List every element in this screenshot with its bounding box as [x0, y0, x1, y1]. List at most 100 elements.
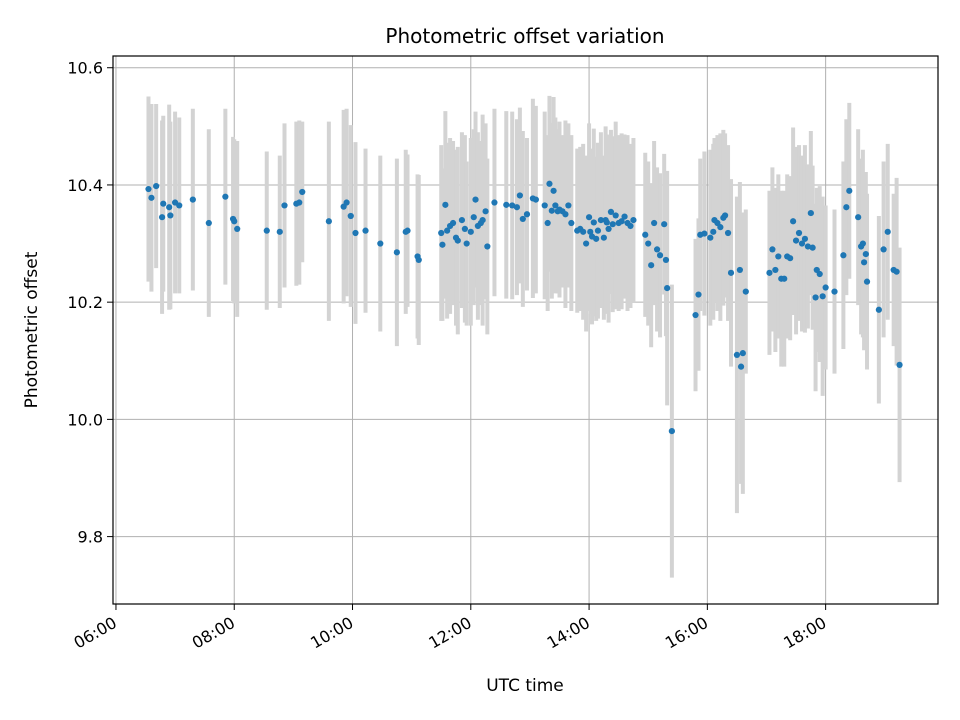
- data-point: [594, 227, 602, 234]
- data-point: [580, 228, 587, 235]
- data-point: [721, 212, 729, 219]
- data-point: [739, 350, 746, 357]
- data-point: [597, 217, 605, 224]
- data-point: [600, 234, 607, 241]
- data-point: [296, 199, 303, 206]
- data-point: [541, 202, 548, 209]
- data-point: [166, 204, 173, 211]
- data-point: [325, 218, 332, 225]
- data-point: [790, 218, 797, 225]
- data-point: [607, 208, 615, 216]
- data-point: [565, 202, 572, 209]
- data-point: [662, 256, 670, 264]
- data-point: [642, 231, 649, 238]
- data-point: [276, 228, 283, 235]
- data-point: [148, 194, 155, 201]
- data-point: [653, 246, 661, 253]
- data-point: [404, 227, 411, 234]
- data-point: [343, 199, 350, 206]
- data-point: [377, 240, 384, 247]
- data-point: [630, 217, 637, 224]
- data-point: [766, 269, 773, 276]
- data-point: [859, 240, 866, 247]
- data-point: [651, 219, 658, 227]
- data-point: [710, 228, 717, 235]
- y-tick-label: 10.4: [67, 176, 103, 195]
- data-point: [444, 227, 451, 234]
- y-tick-label: 10.2: [67, 293, 103, 312]
- data-point: [645, 240, 652, 247]
- y-tick-label: 9.8: [78, 528, 103, 547]
- data-point: [862, 251, 869, 258]
- data-point: [775, 253, 782, 260]
- data-point: [781, 275, 788, 282]
- data-point: [772, 266, 779, 274]
- data-point: [840, 252, 847, 259]
- data-point: [801, 235, 809, 242]
- data-point: [656, 252, 664, 259]
- data-point: [415, 256, 422, 264]
- data-point: [189, 196, 196, 203]
- data-point: [727, 269, 735, 276]
- data-point: [875, 306, 882, 313]
- data-point: [532, 196, 539, 203]
- data-point: [812, 294, 819, 301]
- data-point: [546, 180, 553, 187]
- plot-frame: [112, 55, 939, 605]
- data-point: [523, 211, 531, 218]
- data-point: [618, 218, 625, 225]
- data-point: [145, 185, 152, 193]
- data-point: [648, 262, 655, 269]
- data-point: [822, 284, 829, 291]
- x-axis-title: UTC time: [486, 676, 564, 696]
- data-point: [568, 219, 575, 227]
- data-point: [807, 209, 814, 217]
- data-point: [491, 199, 498, 206]
- data-point: [519, 215, 526, 223]
- data-point: [692, 311, 699, 319]
- data-point: [896, 361, 903, 368]
- data-point: [612, 212, 619, 219]
- data-point: [809, 244, 816, 251]
- data-point: [263, 227, 270, 234]
- data-point: [583, 240, 590, 247]
- data-point: [467, 228, 474, 235]
- data-point: [661, 221, 668, 228]
- data-point: [167, 212, 174, 219]
- data-point: [347, 212, 354, 220]
- data-point: [884, 228, 891, 235]
- data-point: [479, 217, 486, 224]
- data-point: [509, 202, 516, 209]
- data-point: [787, 255, 794, 262]
- data-point: [893, 268, 900, 275]
- data-point: [516, 192, 523, 199]
- data-point: [798, 240, 806, 247]
- data-point: [463, 240, 470, 247]
- data-point: [603, 219, 610, 226]
- data-point: [562, 211, 569, 218]
- data-point: [792, 237, 800, 244]
- data-point: [550, 187, 557, 194]
- data-point: [707, 234, 714, 241]
- data-point: [695, 291, 702, 298]
- chart-title: Photometric offset variation: [385, 24, 664, 48]
- data-point: [552, 202, 559, 209]
- data-point: [769, 246, 776, 253]
- data-point: [733, 351, 741, 359]
- data-point: [352, 229, 359, 237]
- data-points: [145, 180, 903, 435]
- data-point: [860, 259, 868, 266]
- data-point: [160, 200, 167, 207]
- data-point: [621, 213, 628, 220]
- data-point: [442, 201, 449, 208]
- data-point: [605, 225, 612, 232]
- data-point: [701, 230, 708, 237]
- data-point: [819, 293, 826, 300]
- data-point: [627, 222, 634, 230]
- data-point: [513, 204, 521, 211]
- data-point: [153, 183, 160, 190]
- data-point: [587, 228, 594, 235]
- data-point: [176, 202, 183, 209]
- data-point: [585, 214, 593, 221]
